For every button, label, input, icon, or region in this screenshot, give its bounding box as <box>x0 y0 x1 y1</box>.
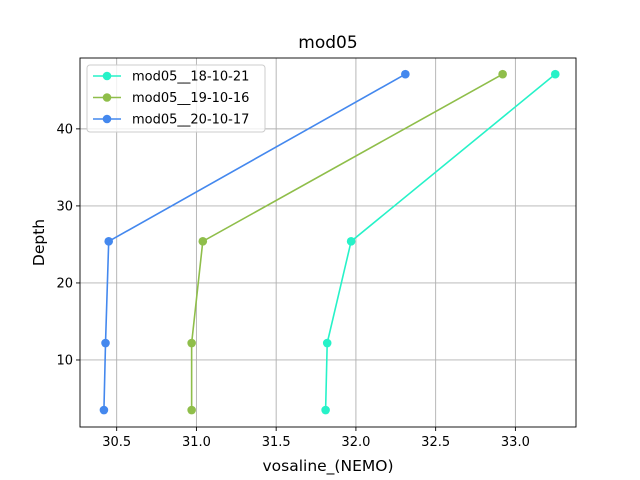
y-tick-label: 20 <box>56 276 73 291</box>
y-tick-label: 40 <box>56 122 73 137</box>
series-mod05__19-10-16 <box>187 69 507 415</box>
x-axis-label: vosaline_(NEMO) <box>262 457 393 476</box>
series-line <box>190 73 504 411</box>
x-tick-label: 31.0 <box>182 435 211 450</box>
series-mod05__20-10-17 <box>99 69 410 415</box>
plot-series <box>99 69 560 415</box>
grid <box>80 58 576 427</box>
axis-ticks: 30.5 31.0 31.5 32.0 32.5 33.0 10 20 30 40 <box>56 122 529 450</box>
legend-label: mod05__19-10-16 <box>132 91 249 106</box>
data-point <box>198 237 208 246</box>
legend-box <box>86 64 266 133</box>
series-mod05__18-10-21 <box>321 69 560 415</box>
x-tick-label: 30.5 <box>102 435 131 450</box>
legend-item: mod05__19-10-16 <box>93 91 249 106</box>
data-point <box>187 405 196 415</box>
legend-marker <box>102 114 112 124</box>
data-point <box>401 69 410 79</box>
x-tick-label: 33.0 <box>501 435 530 450</box>
data-point <box>104 237 114 246</box>
legend-item: mod05__20-10-17 <box>93 113 249 128</box>
legend-label: mod05__18-10-21 <box>132 70 249 85</box>
data-point <box>322 338 332 348</box>
series-line <box>324 73 556 411</box>
y-axis-label: Depth <box>30 219 48 266</box>
legend-marker <box>102 71 112 81</box>
data-point <box>321 405 330 415</box>
data-point <box>187 338 196 348</box>
legend-label: mod05__20-10-17 <box>132 113 249 128</box>
plot-frame <box>79 57 577 428</box>
data-point <box>498 69 507 79</box>
y-tick-label: 10 <box>56 353 73 368</box>
legend-item: mod05__18-10-21 <box>93 70 249 85</box>
data-point <box>99 405 109 415</box>
x-tick-label: 32.0 <box>341 435 370 450</box>
y-tick-label: 30 <box>56 199 73 214</box>
data-point <box>101 338 110 348</box>
chart-title: mod05 <box>298 33 357 53</box>
data-point <box>550 69 560 79</box>
series-line <box>103 73 406 411</box>
data-point <box>346 237 356 246</box>
x-tick-label: 31.5 <box>262 435 291 450</box>
x-tick-label: 32.5 <box>421 435 450 450</box>
legend: mod05__18-10-21 mod05__19-10-16 mod05__20-… <box>86 64 266 133</box>
legend-marker <box>102 93 112 102</box>
